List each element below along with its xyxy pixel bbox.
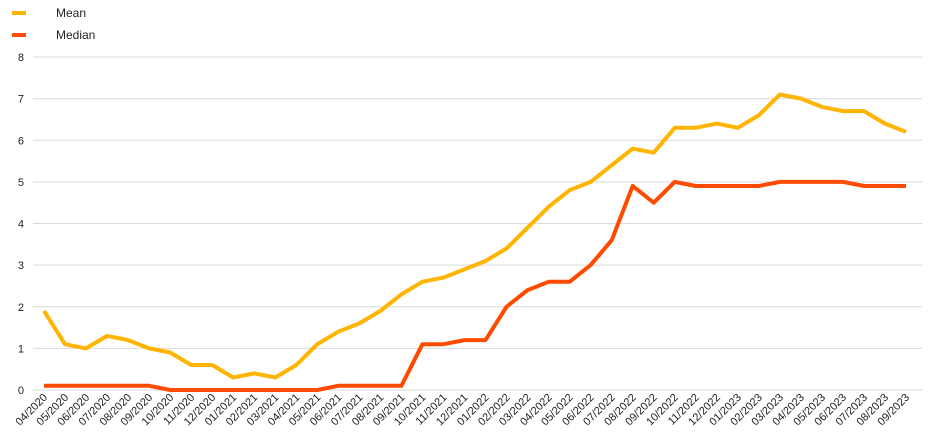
legend-item-median: Median	[12, 24, 95, 46]
y-tick-label: 0	[18, 385, 24, 397]
legend-item-mean: Mean	[12, 2, 95, 24]
legend: Mean Median	[12, 2, 95, 46]
y-tick-label: 4	[18, 219, 24, 231]
y-tick-label: 7	[18, 94, 24, 106]
series-line-mean	[42, 92, 907, 380]
x-axis-ticks: 04/202005/202006/202007/202008/202009/20…	[14, 392, 913, 429]
legend-swatch-median	[12, 33, 26, 37]
legend-label-mean: Mean	[56, 6, 87, 20]
series-lines	[42, 92, 907, 392]
y-tick-label: 6	[18, 135, 24, 147]
y-tick-label: 1	[18, 343, 24, 355]
series-line-median	[44, 179, 906, 392]
y-tick-label: 8	[18, 52, 24, 64]
y-tick-label: 3	[18, 260, 24, 272]
y-tick-label: 2	[18, 302, 24, 314]
legend-swatch-mean	[12, 11, 26, 15]
y-axis-ticks: 0 1 2 3 4 5 6 7 8	[18, 52, 24, 397]
legend-label-median: Median	[56, 28, 96, 42]
y-tick-label: 5	[18, 177, 24, 189]
